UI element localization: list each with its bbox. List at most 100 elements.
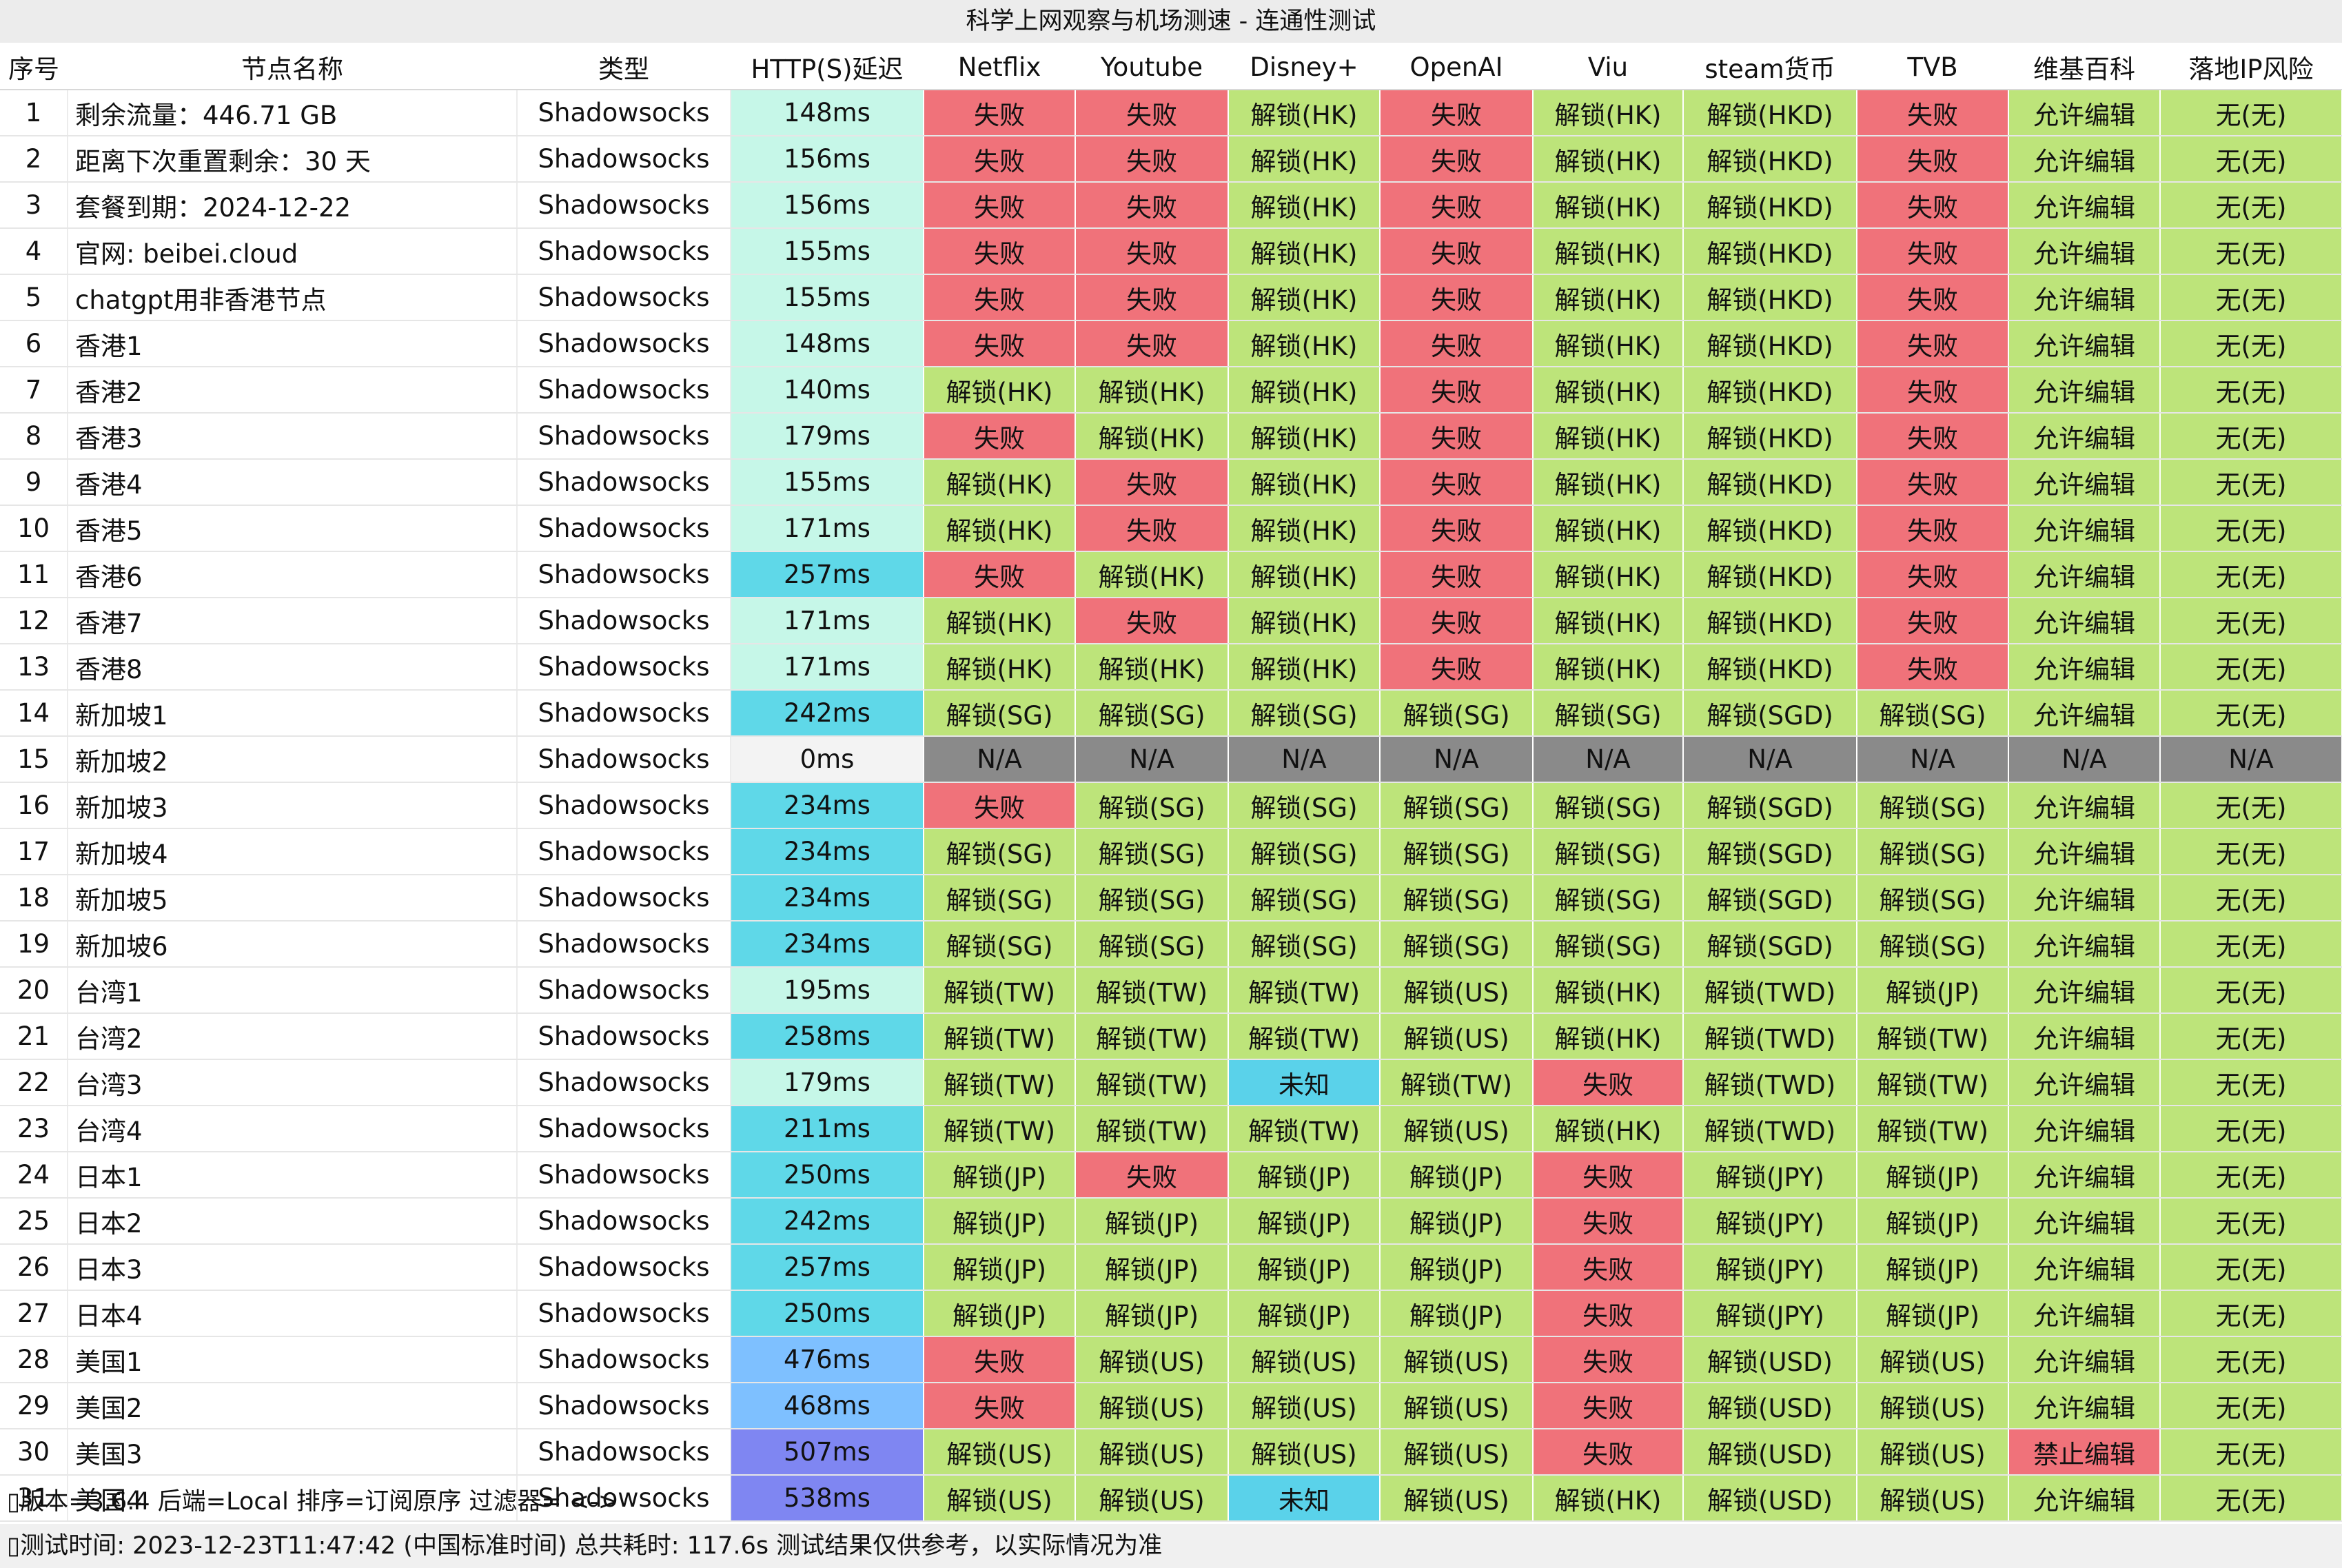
- cell-tvb: N/A: [1857, 736, 2009, 783]
- cell-tvb: 解锁(JP): [1857, 1290, 2009, 1337]
- table-row[interactable]: 25 日本2 Shadowsocks 242ms 解锁(JP) 解锁(JP) 解锁(JP) 解…: [0, 1198, 2342, 1245]
- table-row[interactable]: 13 香港8 Shadowsocks 171ms 解锁(HK) 解锁(HK) 解锁(HK) 失…: [0, 644, 2342, 691]
- header-viu[interactable]: Viu: [1533, 45, 1683, 90]
- cell-netflix: 失败: [924, 413, 1076, 460]
- header-type[interactable]: 类型: [517, 45, 731, 90]
- table-row[interactable]: 22 台湾3 Shadowsocks 179ms 解锁(TW) 解锁(TW) 未知 解锁(TW…: [0, 1059, 2342, 1106]
- cell-netflix: 失败: [924, 182, 1076, 229]
- table-row[interactable]: 5 chatgpt用非香港节点 Shadowsocks 155ms 失败 失败 解锁(HK)…: [0, 274, 2342, 321]
- cell-openai: 失败: [1380, 644, 1534, 691]
- cell-netflix: N/A: [924, 736, 1076, 783]
- table-row[interactable]: 15 新加坡2 Shadowsocks 0ms N/A N/A N/A N/A N/A N/A N/…: [0, 736, 2342, 783]
- cell-ip-risk: 无(无): [2160, 1336, 2342, 1383]
- cell-netflix: 失败: [924, 274, 1076, 321]
- cell-tvb: 解锁(SG): [1857, 782, 2009, 829]
- cell-index: 14: [0, 690, 68, 737]
- header-ip-risk[interactable]: 落地IP风险: [2160, 45, 2342, 90]
- header-youtube[interactable]: Youtube: [1075, 45, 1228, 90]
- cell-viu: 解锁(SG): [1533, 875, 1684, 922]
- cell-youtube: 失败: [1075, 1152, 1229, 1199]
- cell-wiki: 允许编辑: [2008, 1383, 2161, 1429]
- cell-index: 21: [0, 1013, 68, 1060]
- cell-tvb: 失败: [1857, 228, 2009, 275]
- cell-tvb: 解锁(JP): [1857, 1152, 2009, 1199]
- cell-latency: 507ms: [731, 1429, 924, 1476]
- cell-wiki: 允许编辑: [2008, 690, 2161, 737]
- cell-node-name: 美国1: [68, 1336, 518, 1383]
- header-openai[interactable]: OpenAI: [1380, 45, 1533, 90]
- cell-disney: 解锁(HK): [1228, 367, 1381, 414]
- table-row[interactable]: 3 套餐到期：2024-12-22 Shadowsocks 156ms 失败 失败 解锁(H…: [0, 182, 2342, 229]
- table-row[interactable]: 28 美国1 Shadowsocks 476ms 失败 解锁(US) 解锁(US) 解锁(US…: [0, 1336, 2342, 1383]
- table-row[interactable]: 19 新加坡6 Shadowsocks 234ms 解锁(SG) 解锁(SG) 解锁(SG)…: [0, 921, 2342, 968]
- table-row[interactable]: 4 官网: beibei.cloud Shadowsocks 155ms 失败 失败 解锁(…: [0, 228, 2342, 275]
- cell-ip-risk: 无(无): [2160, 598, 2342, 644]
- table-row[interactable]: 23 台湾4 Shadowsocks 211ms 解锁(TW) 解锁(TW) 解锁(TW) 解…: [0, 1106, 2342, 1152]
- table-row[interactable]: 18 新加坡5 Shadowsocks 234ms 解锁(SG) 解锁(SG) 解锁(SG)…: [0, 875, 2342, 922]
- cell-netflix: 解锁(SG): [924, 690, 1076, 737]
- cell-openai: 解锁(US): [1380, 1106, 1534, 1152]
- cell-type: Shadowsocks: [517, 274, 731, 321]
- cell-ip-risk: 无(无): [2160, 459, 2342, 506]
- header-wiki[interactable]: 维基百科: [2008, 45, 2160, 90]
- header-disney[interactable]: Disney+: [1228, 45, 1380, 90]
- cell-latency: 250ms: [731, 1290, 924, 1337]
- table-row[interactable]: 26 日本3 Shadowsocks 257ms 解锁(JP) 解锁(JP) 解锁(JP) 解…: [0, 1244, 2342, 1291]
- header-node-name[interactable]: 节点名称: [68, 45, 517, 90]
- table-row[interactable]: 6 香港1 Shadowsocks 148ms 失败 失败 解锁(HK) 失败 解锁(HK) 解锁…: [0, 320, 2342, 367]
- cell-type: Shadowsocks: [517, 1198, 731, 1245]
- table-row[interactable]: 11 香港6 Shadowsocks 257ms 失败 解锁(HK) 解锁(HK) 失败 解锁(…: [0, 551, 2342, 598]
- table-row[interactable]: 16 新加坡3 Shadowsocks 234ms 失败 解锁(SG) 解锁(SG) 解锁(S…: [0, 782, 2342, 829]
- cell-openai: 失败: [1380, 228, 1534, 275]
- cell-disney: 解锁(US): [1228, 1429, 1381, 1476]
- cell-openai: 解锁(SG): [1380, 782, 1534, 829]
- table-row[interactable]: 2 距离下次重置剩余：30 天 Shadowsocks 156ms 失败 失败 解锁(HK)…: [0, 136, 2342, 183]
- table-row[interactable]: 17 新加坡4 Shadowsocks 234ms 解锁(SG) 解锁(SG) 解锁(SG)…: [0, 828, 2342, 875]
- table-row[interactable]: 12 香港7 Shadowsocks 171ms 解锁(HK) 失败 解锁(HK) 失败 解锁(…: [0, 598, 2342, 644]
- results-table: 序号 节点名称 类型 HTTP(S)延迟 Netflix Youtube Disney+ Op…: [0, 45, 2342, 1522]
- cell-tvb: 失败: [1857, 320, 2009, 367]
- header-steam[interactable]: steam货币: [1683, 45, 1857, 90]
- cell-ip-risk: 无(无): [2160, 690, 2342, 737]
- header-latency[interactable]: HTTP(S)延迟: [731, 45, 924, 90]
- cell-index: 29: [0, 1383, 68, 1429]
- cell-latency: 171ms: [731, 644, 924, 691]
- table-row[interactable]: 21 台湾2 Shadowsocks 258ms 解锁(TW) 解锁(TW) 解锁(TW) 解…: [0, 1013, 2342, 1060]
- cell-ip-risk: 无(无): [2160, 1059, 2342, 1106]
- cell-node-name: 新加坡6: [68, 921, 518, 968]
- table-row[interactable]: 30 美国3 Shadowsocks 507ms 解锁(US) 解锁(US) 解锁(US) 解…: [0, 1429, 2342, 1476]
- table-row[interactable]: 9 香港4 Shadowsocks 155ms 解锁(HK) 失败 解锁(HK) 失败 解锁(H…: [0, 459, 2342, 506]
- cell-ip-risk: 无(无): [2160, 644, 2342, 691]
- cell-steam: 解锁(HKD): [1683, 90, 1857, 136]
- header-tvb[interactable]: TVB: [1857, 45, 2008, 90]
- table-row[interactable]: 8 香港3 Shadowsocks 179ms 失败 解锁(HK) 解锁(HK) 失败 解锁(H…: [0, 413, 2342, 460]
- header-netflix[interactable]: Netflix: [924, 45, 1075, 90]
- table-row[interactable]: 31 美国4 Shadowsocks 538ms 解锁(US) 解锁(US) 未知 解锁(US…: [0, 1475, 2342, 1522]
- table-row[interactable]: 7 香港2 Shadowsocks 140ms 解锁(HK) 解锁(HK) 解锁(HK) 失败…: [0, 367, 2342, 414]
- cell-youtube: 解锁(HK): [1075, 413, 1229, 460]
- cell-viu: 失败: [1533, 1059, 1684, 1106]
- cell-type: Shadowsocks: [517, 598, 731, 644]
- table-row[interactable]: 14 新加坡1 Shadowsocks 242ms 解锁(SG) 解锁(SG) 解锁(SG)…: [0, 690, 2342, 737]
- table-row[interactable]: 1 剩余流量：446.71 GB Shadowsocks 148ms 失败 失败 解锁(HK…: [0, 90, 2342, 136]
- header-index[interactable]: 序号: [0, 45, 68, 90]
- table-row[interactable]: 29 美国2 Shadowsocks 468ms 失败 解锁(US) 解锁(US) 解锁(US…: [0, 1383, 2342, 1429]
- cell-type: Shadowsocks: [517, 690, 731, 737]
- cell-index: 23: [0, 1106, 68, 1152]
- cell-node-name: 香港1: [68, 320, 518, 367]
- table-row[interactable]: 24 日本1 Shadowsocks 250ms 解锁(JP) 失败 解锁(JP) 解锁(JP…: [0, 1152, 2342, 1199]
- footer-version-text: 版本=3.6.4 后端=Local 排序=订阅原序 过滤器= <->: [20, 1488, 619, 1516]
- cell-steam: 解锁(SGD): [1683, 782, 1857, 829]
- cell-type: Shadowsocks: [517, 828, 731, 875]
- cell-youtube: 解锁(SG): [1075, 828, 1229, 875]
- table-row[interactable]: 27 日本4 Shadowsocks 250ms 解锁(JP) 解锁(JP) 解锁(JP) 解…: [0, 1290, 2342, 1337]
- cell-ip-risk: 无(无): [2160, 136, 2342, 183]
- cell-type: Shadowsocks: [517, 644, 731, 691]
- cell-type: Shadowsocks: [517, 1383, 731, 1429]
- cell-type: Shadowsocks: [517, 967, 731, 1014]
- table-row[interactable]: 10 香港5 Shadowsocks 171ms 解锁(HK) 失败 解锁(HK) 失败 解锁(…: [0, 505, 2342, 552]
- cell-latency: 234ms: [731, 875, 924, 922]
- table-row[interactable]: 20 台湾1 Shadowsocks 195ms 解锁(TW) 解锁(TW) 解锁(TW) 解…: [0, 967, 2342, 1014]
- cell-wiki: 允许编辑: [2008, 182, 2161, 229]
- cell-disney: 解锁(HK): [1228, 551, 1381, 598]
